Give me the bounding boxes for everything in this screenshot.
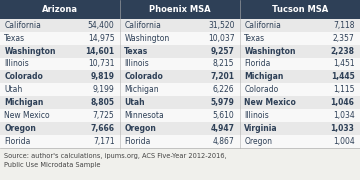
Text: Oregon: Oregon (4, 124, 36, 133)
Text: 10,731: 10,731 (88, 59, 114, 68)
Text: Tucson MSA: Tucson MSA (272, 5, 328, 14)
Bar (0, 109, 360, 122)
Text: 1,034: 1,034 (333, 111, 355, 120)
Text: Washington: Washington (124, 34, 170, 43)
Bar (0, 135, 360, 148)
Text: Texas: Texas (4, 34, 26, 43)
Text: 2,357: 2,357 (333, 34, 355, 43)
Text: Colorado: Colorado (244, 85, 279, 94)
Text: Virginia: Virginia (244, 124, 278, 133)
Text: Colorado: Colorado (4, 72, 43, 81)
Text: 5,610: 5,610 (213, 111, 234, 120)
Text: Illinois: Illinois (244, 111, 269, 120)
Text: 1,046: 1,046 (330, 98, 355, 107)
Bar (0, 57, 360, 70)
Text: Texas: Texas (124, 47, 149, 56)
Text: New Mexico: New Mexico (244, 98, 296, 107)
Text: California: California (124, 21, 161, 30)
Text: 9,819: 9,819 (90, 72, 114, 81)
Bar (120, 0, 240, 19)
Bar (0, 0, 120, 19)
Bar (0, 32, 360, 45)
Text: 7,725: 7,725 (93, 111, 114, 120)
Text: 8,215: 8,215 (213, 59, 234, 68)
Text: Oregon: Oregon (124, 124, 156, 133)
Text: 1,451: 1,451 (333, 59, 355, 68)
Text: Michigan: Michigan (244, 72, 284, 81)
Text: Arizona: Arizona (42, 5, 78, 14)
Text: 4,867: 4,867 (213, 137, 234, 146)
Text: Florida: Florida (4, 137, 31, 146)
Text: 14,601: 14,601 (85, 47, 114, 56)
Bar (240, 0, 360, 19)
Text: 7,201: 7,201 (211, 72, 234, 81)
Text: Source: author's calculations, ipums.org, ACS Five-Year 2012-2016,
Public Use Mi: Source: author's calculations, ipums.org… (4, 153, 226, 168)
Text: Minnesota: Minnesota (124, 111, 164, 120)
Text: Illinois: Illinois (4, 59, 29, 68)
Text: California: California (244, 21, 281, 30)
Text: 5,979: 5,979 (211, 98, 234, 107)
Text: Illinois: Illinois (124, 59, 149, 68)
Text: 8,805: 8,805 (90, 98, 114, 107)
Text: Oregon: Oregon (244, 137, 272, 146)
Text: 1,445: 1,445 (331, 72, 355, 81)
Bar (0, 19, 360, 32)
Text: Colorado: Colorado (124, 72, 163, 81)
Text: Washington: Washington (4, 47, 56, 56)
Text: Michigan: Michigan (4, 98, 44, 107)
Text: Phoenix MSA: Phoenix MSA (149, 5, 211, 14)
Text: 9,257: 9,257 (211, 47, 234, 56)
Text: 4,947: 4,947 (211, 124, 234, 133)
Text: 31,520: 31,520 (208, 21, 234, 30)
Bar (0, 83, 360, 96)
Text: 2,238: 2,238 (330, 47, 355, 56)
Text: Florida: Florida (124, 137, 151, 146)
Text: 14,975: 14,975 (88, 34, 114, 43)
Bar (0, 70, 360, 83)
Text: 10,037: 10,037 (208, 34, 234, 43)
Text: California: California (4, 21, 41, 30)
Text: 7,666: 7,666 (90, 124, 114, 133)
Text: 9,199: 9,199 (93, 85, 114, 94)
Bar (0, 96, 360, 109)
Text: 1,004: 1,004 (333, 137, 355, 146)
Text: 54,400: 54,400 (88, 21, 114, 30)
Text: Texas: Texas (244, 34, 265, 43)
Text: 7,118: 7,118 (333, 21, 355, 30)
Text: Michigan: Michigan (124, 85, 159, 94)
Text: 6,226: 6,226 (213, 85, 234, 94)
Text: New Mexico: New Mexico (4, 111, 50, 120)
Text: Utah: Utah (124, 98, 145, 107)
Text: 7,171: 7,171 (93, 137, 114, 146)
Text: 1,033: 1,033 (330, 124, 355, 133)
Text: Utah: Utah (4, 85, 23, 94)
Bar (0, 45, 360, 58)
Bar (0, 122, 360, 135)
Text: Washington: Washington (244, 47, 296, 56)
Text: Florida: Florida (244, 59, 271, 68)
Text: 1,115: 1,115 (333, 85, 355, 94)
